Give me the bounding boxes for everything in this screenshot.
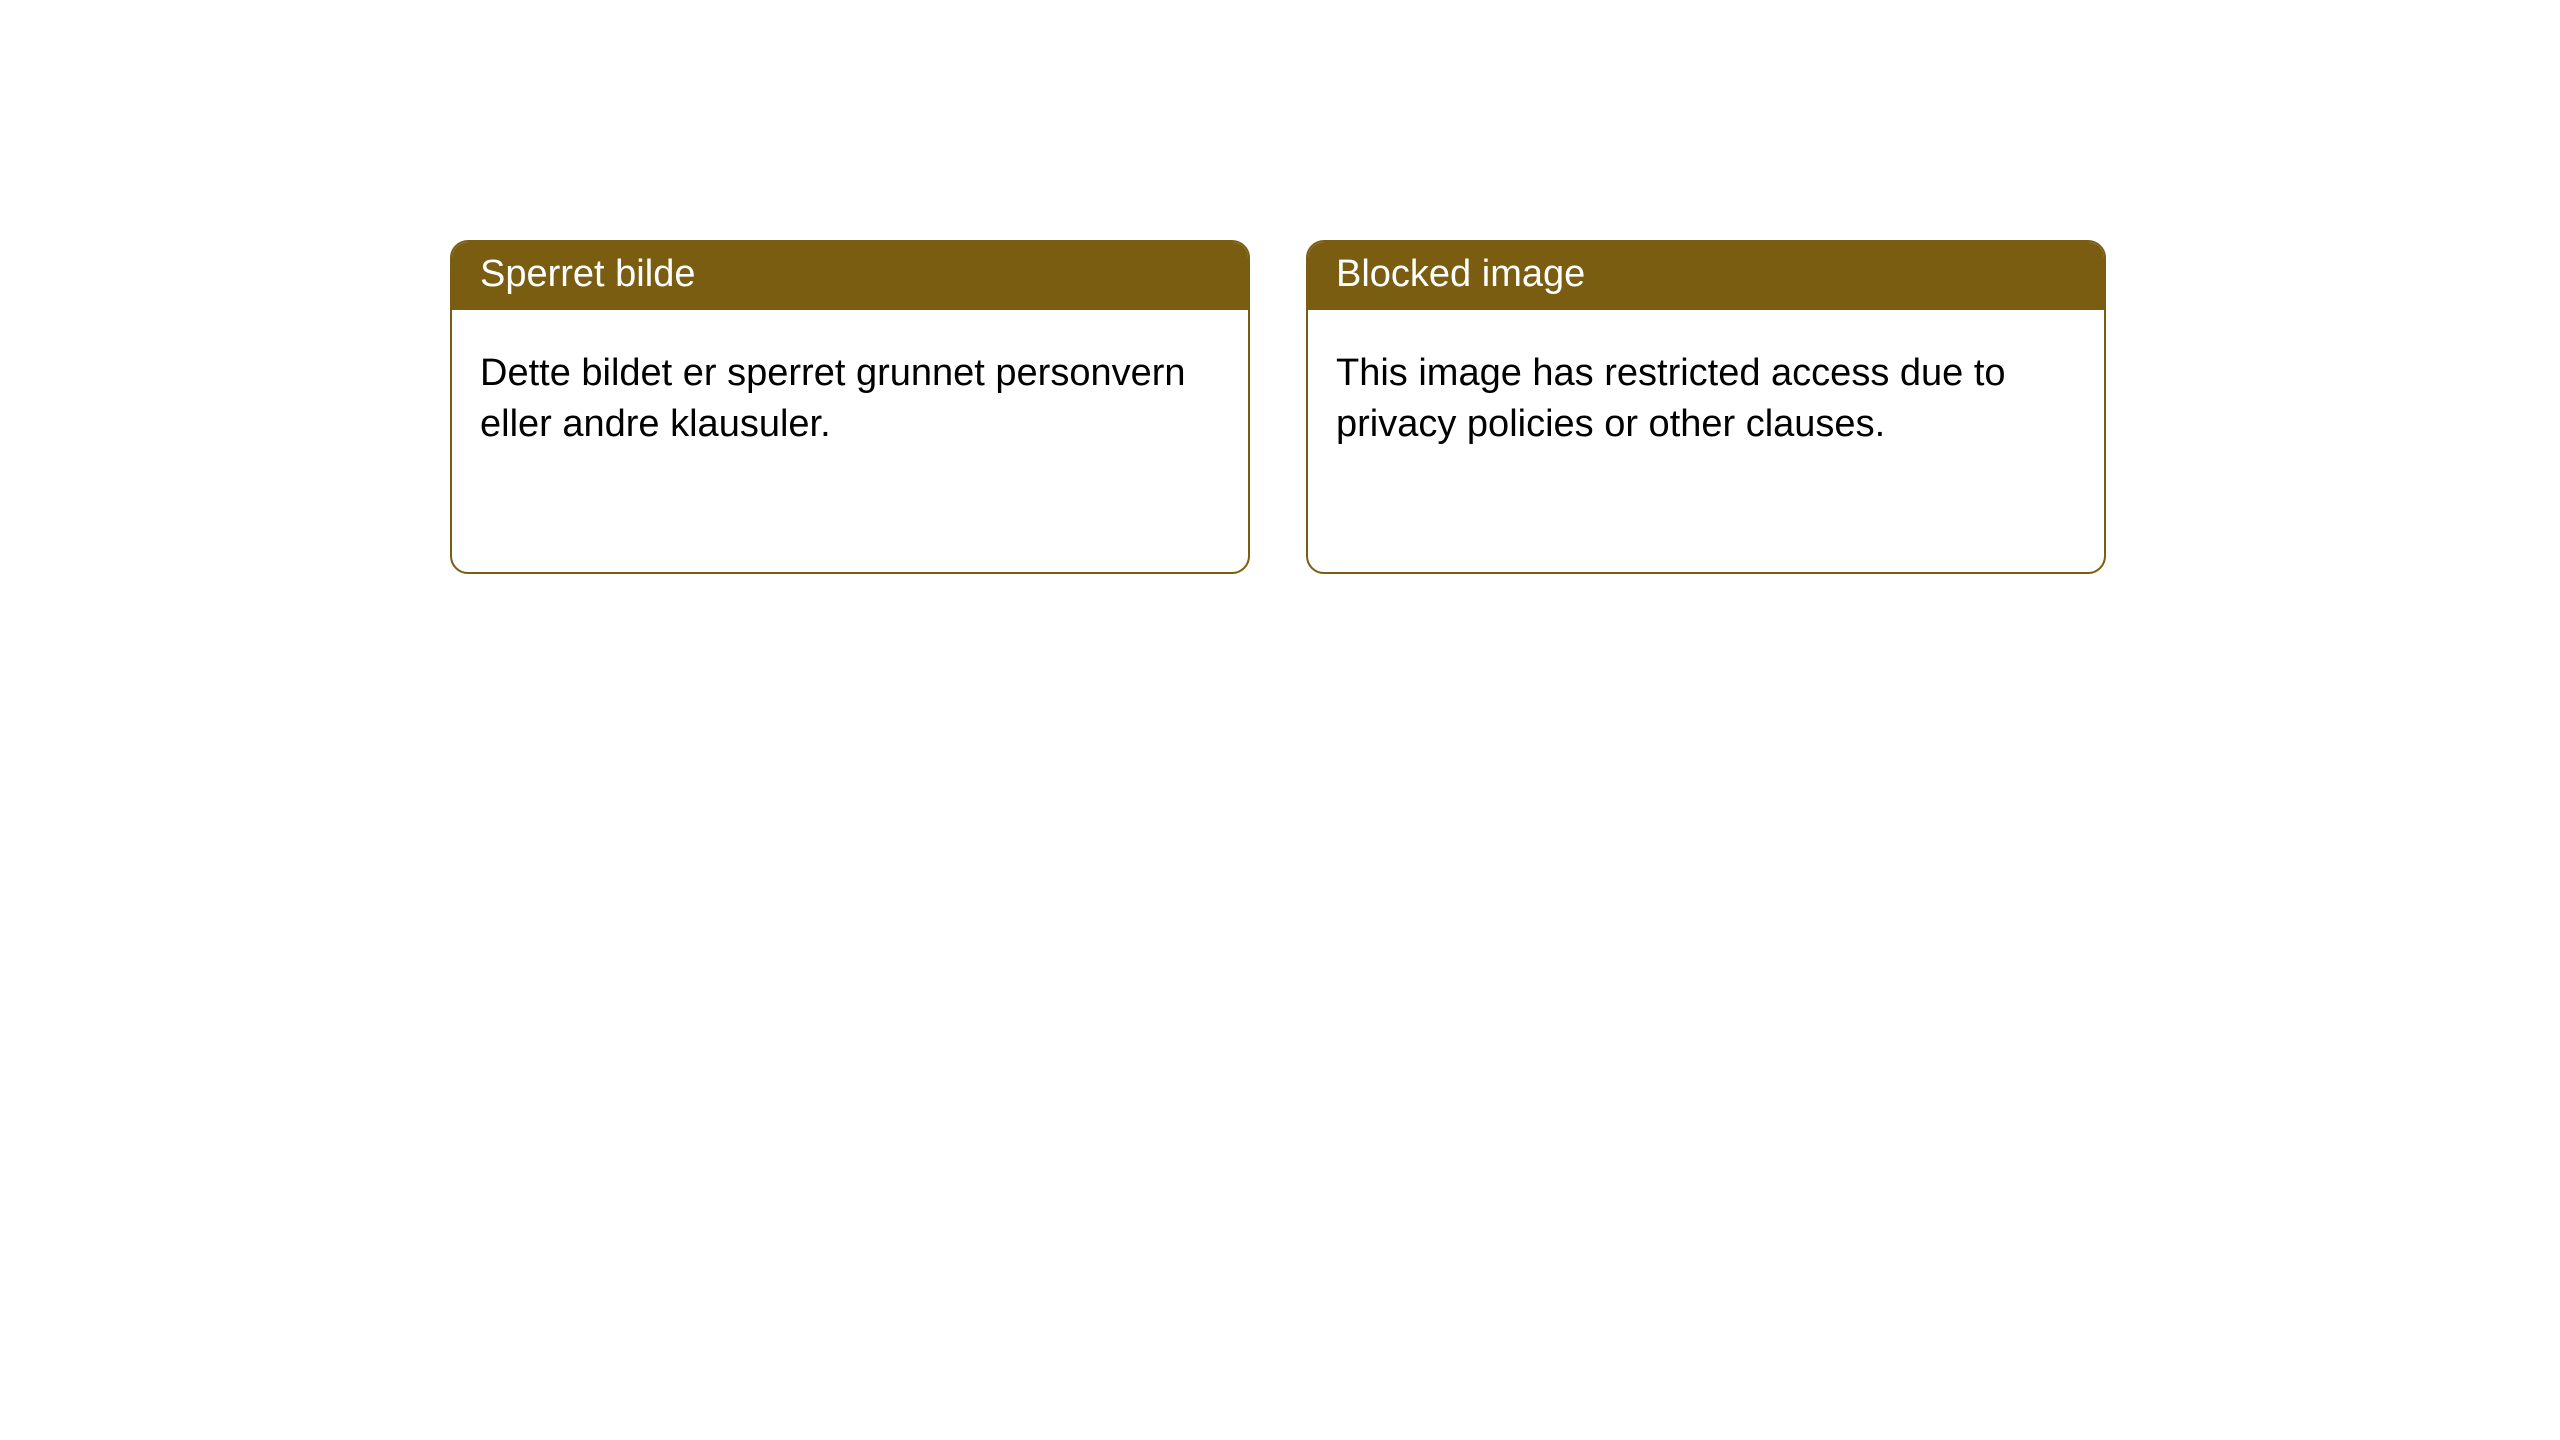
card-body: This image has restricted access due to … <box>1308 310 2104 479</box>
card-title: Sperret bilde <box>480 253 695 295</box>
card-header: Sperret bilde <box>452 242 1248 310</box>
card-body-text: Dette bildet er sperret grunnet personve… <box>480 352 1186 445</box>
blocked-image-card-en: Blocked image This image has restricted … <box>1306 240 2106 574</box>
notice-container: Sperret bilde Dette bildet er sperret gr… <box>0 0 2560 574</box>
card-body-text: This image has restricted access due to … <box>1336 352 2006 445</box>
blocked-image-card-no: Sperret bilde Dette bildet er sperret gr… <box>450 240 1250 574</box>
card-title: Blocked image <box>1336 253 1585 295</box>
card-header: Blocked image <box>1308 242 2104 310</box>
card-body: Dette bildet er sperret grunnet personve… <box>452 310 1248 479</box>
